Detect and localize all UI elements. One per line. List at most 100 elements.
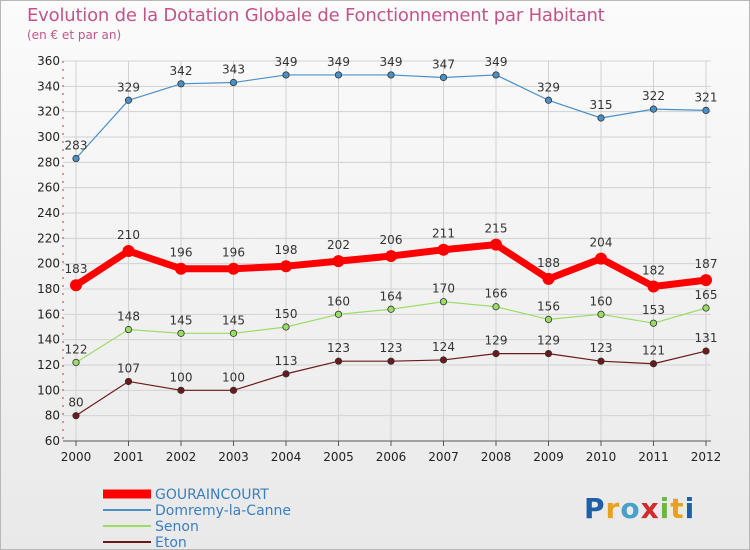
x-tick-label: 2006: [376, 450, 407, 464]
data-point: [387, 357, 395, 365]
series-senon: [72, 298, 710, 367]
grid-lines: [63, 60, 711, 442]
data-label: 211: [432, 227, 455, 241]
data-point: [439, 298, 448, 306]
data-point: [177, 80, 185, 88]
data-label: 321: [695, 90, 718, 104]
data-label: 164: [380, 289, 403, 303]
data-label: 315: [590, 98, 613, 112]
data-point: [122, 245, 135, 257]
data-labels: 283 329 342 343 349 349 349 347 349 329 315 322 321 1…: [65, 55, 718, 410]
x-tick-label: 2008: [481, 450, 512, 464]
data-point: [124, 377, 133, 386]
data-label: 329: [537, 80, 560, 94]
data-label: 145: [170, 313, 193, 327]
series-domremy-la-canne: [72, 71, 710, 163]
data-point: [597, 310, 605, 318]
y-tick-label: 220: [37, 231, 60, 245]
legend-label: Eton: [155, 535, 187, 549]
data-label: 129: [485, 334, 508, 348]
data-point: [70, 279, 82, 292]
data-label: 124: [432, 340, 455, 354]
chart-title: Evolution de la Dotation Globale de Fonc…: [27, 5, 605, 26]
data-point: [649, 319, 658, 327]
legend-item-senon: Senon: [103, 519, 199, 535]
data-label: 215: [485, 222, 508, 236]
data-point: [385, 250, 397, 263]
data-label: 349: [380, 55, 403, 69]
y-tick-label: 100: [37, 383, 60, 397]
data-label: 166: [485, 287, 508, 301]
y-tick-label: 140: [37, 333, 60, 347]
axes: [62, 61, 711, 446]
data-label: 113: [275, 354, 298, 368]
data-label: 145: [222, 313, 245, 327]
data-label: 160: [590, 294, 613, 308]
data-point: [280, 260, 292, 273]
data-point: [72, 358, 80, 367]
data-point: [544, 349, 553, 358]
data-label: 165: [695, 288, 718, 302]
data-label: 107: [117, 361, 140, 375]
data-point: [649, 105, 658, 113]
data-point: [177, 386, 185, 394]
data-label: 100: [170, 370, 193, 384]
data-label: 342: [170, 64, 193, 78]
data-label: 206: [380, 233, 403, 247]
data-label: 100: [222, 370, 245, 384]
data-point: [649, 360, 658, 368]
data-label: 131: [695, 331, 718, 345]
data-point: [72, 154, 80, 163]
data-label: 183: [65, 262, 88, 276]
data-label: 349: [485, 55, 508, 69]
series-gouraincourt: [70, 238, 712, 293]
x-tick-label: 2012: [691, 450, 722, 464]
data-label: 196: [170, 246, 193, 260]
data-point: [229, 386, 238, 394]
data-label: 170: [432, 282, 455, 296]
y-tick-label: 200: [37, 257, 60, 271]
data-label: 187: [695, 257, 718, 271]
legend-item-domremy-la-canne: Domremy-la-Canne: [103, 503, 291, 519]
legend-item-eton: Eton: [103, 535, 187, 549]
x-tick-label: 2005: [323, 450, 354, 464]
data-point: [544, 96, 553, 104]
data-point: [544, 315, 553, 323]
x-tick-label: 2004: [271, 450, 302, 464]
data-point: [387, 71, 395, 79]
data-point: [597, 114, 605, 122]
data-label: 329: [117, 80, 140, 94]
y-tick-label: 180: [37, 282, 60, 296]
data-point: [177, 329, 185, 337]
y-tick-label: 120: [37, 358, 60, 372]
data-point: [647, 280, 660, 293]
x-tick-label: 2001: [113, 450, 144, 464]
x-axis-ticks: 2000 2001 2002 2003 2004 2005 2006 2007 2008 2009…: [61, 450, 722, 464]
data-label: 204: [590, 236, 613, 250]
data-point: [702, 106, 710, 115]
y-tick-label: 360: [37, 54, 60, 68]
x-tick-label: 2000: [61, 450, 92, 464]
y-tick-label: 280: [37, 155, 60, 169]
data-label: 123: [590, 341, 613, 355]
data-point: [437, 243, 450, 256]
data-label: 182: [642, 263, 665, 277]
y-tick-label: 240: [37, 206, 60, 220]
data-label: 343: [222, 63, 245, 77]
data-point: [700, 274, 712, 287]
data-label: 153: [642, 303, 665, 317]
data-label: 188: [537, 256, 560, 270]
data-point: [492, 303, 500, 311]
data-point: [175, 262, 187, 275]
data-label: 129: [537, 334, 560, 348]
data-label: 347: [432, 57, 455, 71]
data-label: 156: [537, 299, 560, 313]
data-point: [490, 238, 502, 251]
data-label: 198: [275, 243, 298, 257]
data-point: [124, 96, 133, 104]
data-point: [439, 356, 448, 364]
data-point: [334, 71, 343, 79]
